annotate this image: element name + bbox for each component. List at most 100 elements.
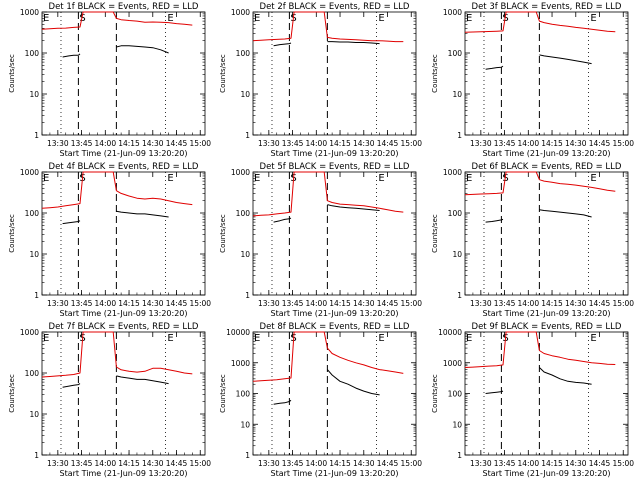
x-tick-label: 14:45: [166, 299, 188, 308]
x-tick-label: 14:00: [94, 299, 116, 308]
y-tick-label: 1: [245, 131, 250, 140]
x-tick-label: 14:00: [517, 139, 539, 148]
x-tick-label: 13:45: [282, 139, 304, 148]
plot-frame: [252, 11, 417, 136]
y-tick-label: 10: [29, 90, 39, 99]
x-axis-label: Start Time (21-Jun-09 13:20:20): [483, 469, 611, 478]
x-tick-label: 15:00: [189, 459, 211, 468]
chart-title: Det 6f BLACK = Events, RED = LLD: [472, 162, 622, 172]
segment-marker: E: [466, 173, 472, 184]
x-tick-label: 15:00: [400, 139, 422, 148]
chart-panel-8: Det 8f BLACK = Events, RED = LLD 1 10 100 10…: [219, 322, 422, 478]
x-tick-label: 14:30: [565, 139, 587, 148]
x-tick-label: 14:45: [377, 139, 399, 148]
y-tick-label: 1000: [231, 8, 250, 17]
series-line-lld: [252, 171, 404, 217]
x-axis-label: Start Time (21-Jun-09 13:20:20): [271, 309, 399, 318]
x-tick-label: 14:45: [377, 459, 399, 468]
segment-marker: E: [590, 173, 596, 184]
y-tick-label: 100: [448, 49, 463, 58]
series-line-events: [62, 375, 169, 388]
plot-frame: [41, 11, 206, 136]
x-tick-label: 14:45: [166, 139, 188, 148]
x-tick-label: 13:45: [494, 459, 516, 468]
segment-marker: E: [466, 333, 472, 344]
x-tick-label: 14:30: [565, 459, 587, 468]
y-tick-label: 100: [236, 49, 251, 58]
x-tick-label: 14:00: [305, 299, 327, 308]
segment-marker: S: [502, 13, 508, 24]
segment-marker: E: [167, 13, 173, 24]
x-tick-label: 15:00: [189, 139, 211, 148]
segment-marker: E: [466, 13, 472, 24]
x-tick-label: 14:45: [377, 299, 399, 308]
x-tick-label: 14:15: [541, 459, 563, 468]
y-axis-label: Counts/sec: [219, 214, 227, 253]
x-tick-label: 14:00: [94, 139, 116, 148]
y-tick-label: 1: [34, 291, 39, 300]
x-axis-label: Start Time (21-Jun-09 13:20:20): [483, 309, 611, 318]
y-tick-label: 10: [240, 250, 250, 259]
x-tick-label: 13:30: [258, 139, 280, 148]
x-tick-label: 15:00: [612, 139, 634, 148]
segment-marker: E: [590, 13, 596, 24]
y-axis-label: Counts/sec: [8, 214, 16, 253]
x-tick-label: 14:00: [94, 459, 116, 468]
series-line-lld: [41, 171, 193, 209]
plot-frame: [464, 171, 629, 296]
chart-panel-1: Det 1f BLACK = Events, RED = LLD 1 10 100 10…: [8, 2, 211, 158]
series-line-events: [62, 45, 169, 58]
segment-marker: E: [254, 173, 260, 184]
x-tick-label: 13:45: [71, 459, 93, 468]
chart-panel-6: Det 6f BLACK = Events, RED = LLD 1 10 100 10…: [431, 162, 634, 318]
segment-marker: E: [254, 13, 260, 24]
x-tick-label: 14:00: [517, 459, 539, 468]
y-tick-label: 100: [448, 209, 463, 218]
chart-panel-2: Det 2f BLACK = Events, RED = LLD 1 10 100 10…: [219, 2, 422, 158]
y-tick-label: 10: [240, 420, 250, 429]
y-tick-label: 10: [29, 250, 39, 259]
x-tick-label: 14:30: [142, 459, 164, 468]
segment-marker: E: [378, 13, 384, 24]
x-tick-label: 13:45: [282, 459, 304, 468]
series-line-lld: [464, 331, 616, 368]
y-tick-label: 10000: [438, 328, 462, 337]
chart-panel-7: Det 7f BLACK = Events, RED = LLD 1 10 100 10…: [8, 322, 211, 478]
y-tick-label: 1: [245, 451, 250, 460]
y-tick-label: 1000: [20, 328, 39, 337]
series-line-lld: [41, 331, 193, 378]
chart-panel-5: Det 5f BLACK = Events, RED = LLD 1 10 100 10…: [219, 162, 422, 318]
y-tick-label: 1: [245, 291, 250, 300]
x-tick-label: 14:00: [517, 299, 539, 308]
x-tick-label: 14:45: [166, 459, 188, 468]
x-tick-label: 14:45: [589, 139, 611, 148]
segment-marker: E: [378, 173, 384, 184]
x-tick-label: 13:45: [71, 299, 93, 308]
x-tick-label: 13:45: [71, 139, 93, 148]
series-line-lld: [41, 11, 193, 30]
plot-frame: [41, 331, 206, 456]
x-tick-label: 13:30: [47, 299, 69, 308]
y-axis-label: Counts/sec: [431, 214, 439, 253]
x-tick-label: 14:15: [118, 459, 140, 468]
x-tick-label: 14:30: [353, 299, 375, 308]
chart-title: Det 4f BLACK = Events, RED = LLD: [49, 162, 199, 172]
chart-title: Det 9f BLACK = Events, RED = LLD: [472, 322, 622, 332]
segment-marker: E: [167, 173, 173, 184]
segment-marker: S: [79, 13, 85, 24]
x-axis-label: Start Time (21-Jun-09 13:20:20): [271, 469, 399, 478]
chart-title: Det 7f BLACK = Events, RED = LLD: [49, 322, 199, 332]
x-tick-label: 14:15: [329, 459, 351, 468]
y-axis-label: Counts/sec: [431, 54, 439, 93]
chart-title: Det 5f BLACK = Events, RED = LLD: [260, 162, 410, 172]
y-tick-label: 100: [25, 369, 40, 378]
x-tick-label: 14:00: [305, 459, 327, 468]
segment-marker: E: [590, 333, 596, 344]
x-axis-label: Start Time (21-Jun-09 13:20:20): [60, 309, 188, 318]
y-tick-label: 1000: [231, 168, 250, 177]
y-tick-label: 10: [452, 90, 462, 99]
plot-frame: [252, 331, 417, 456]
x-tick-label: 14:15: [118, 139, 140, 148]
y-tick-label: 10: [29, 410, 39, 419]
